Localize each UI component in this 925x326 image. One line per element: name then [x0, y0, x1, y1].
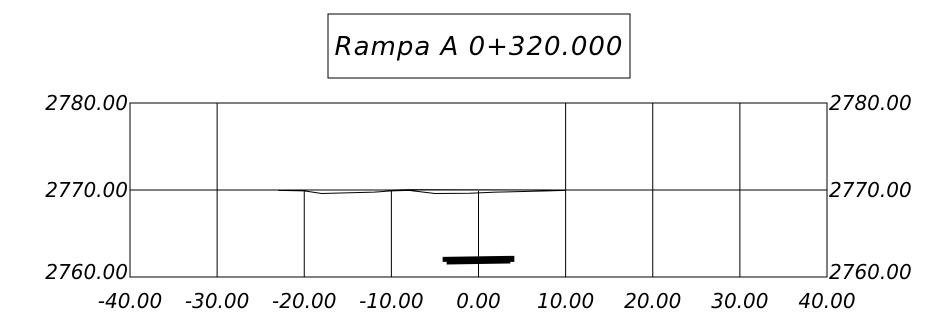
x-tick-label: -40.00: [98, 289, 162, 313]
title-box: [327, 13, 631, 79]
y-tick-label-right: 2760.00: [829, 260, 912, 284]
x-tick-label: 30.00: [711, 289, 768, 313]
x-tick-label: -30.00: [185, 289, 249, 313]
x-tick-label: 0.00: [456, 289, 501, 313]
y-tick-label-right: 2780.00: [829, 91, 912, 115]
section-title: Rampa A 0+320.000: [335, 32, 624, 62]
x-tick-label: 40.00: [798, 289, 855, 313]
y-tick-label-left: 2770.00: [45, 178, 128, 202]
ground-profile-line: [278, 189, 566, 194]
x-tick-label: 10.00: [537, 289, 594, 313]
terrain-profile: [278, 189, 566, 265]
axis-labels: -40.00 -30.00 -20.00 -10.00 0.00 10.00 20.00 30…: [45, 91, 911, 313]
x-tick-label: 20.00: [624, 289, 681, 313]
y-tick-label-left: 2780.00: [45, 91, 128, 115]
structure-bar: [442, 255, 515, 265]
y-tick-label-right: 2770.00: [829, 178, 912, 202]
x-tick-label: -20.00: [272, 289, 336, 313]
y-tick-label-left: 2760.00: [45, 260, 128, 284]
x-tick-label: -10.00: [359, 289, 423, 313]
